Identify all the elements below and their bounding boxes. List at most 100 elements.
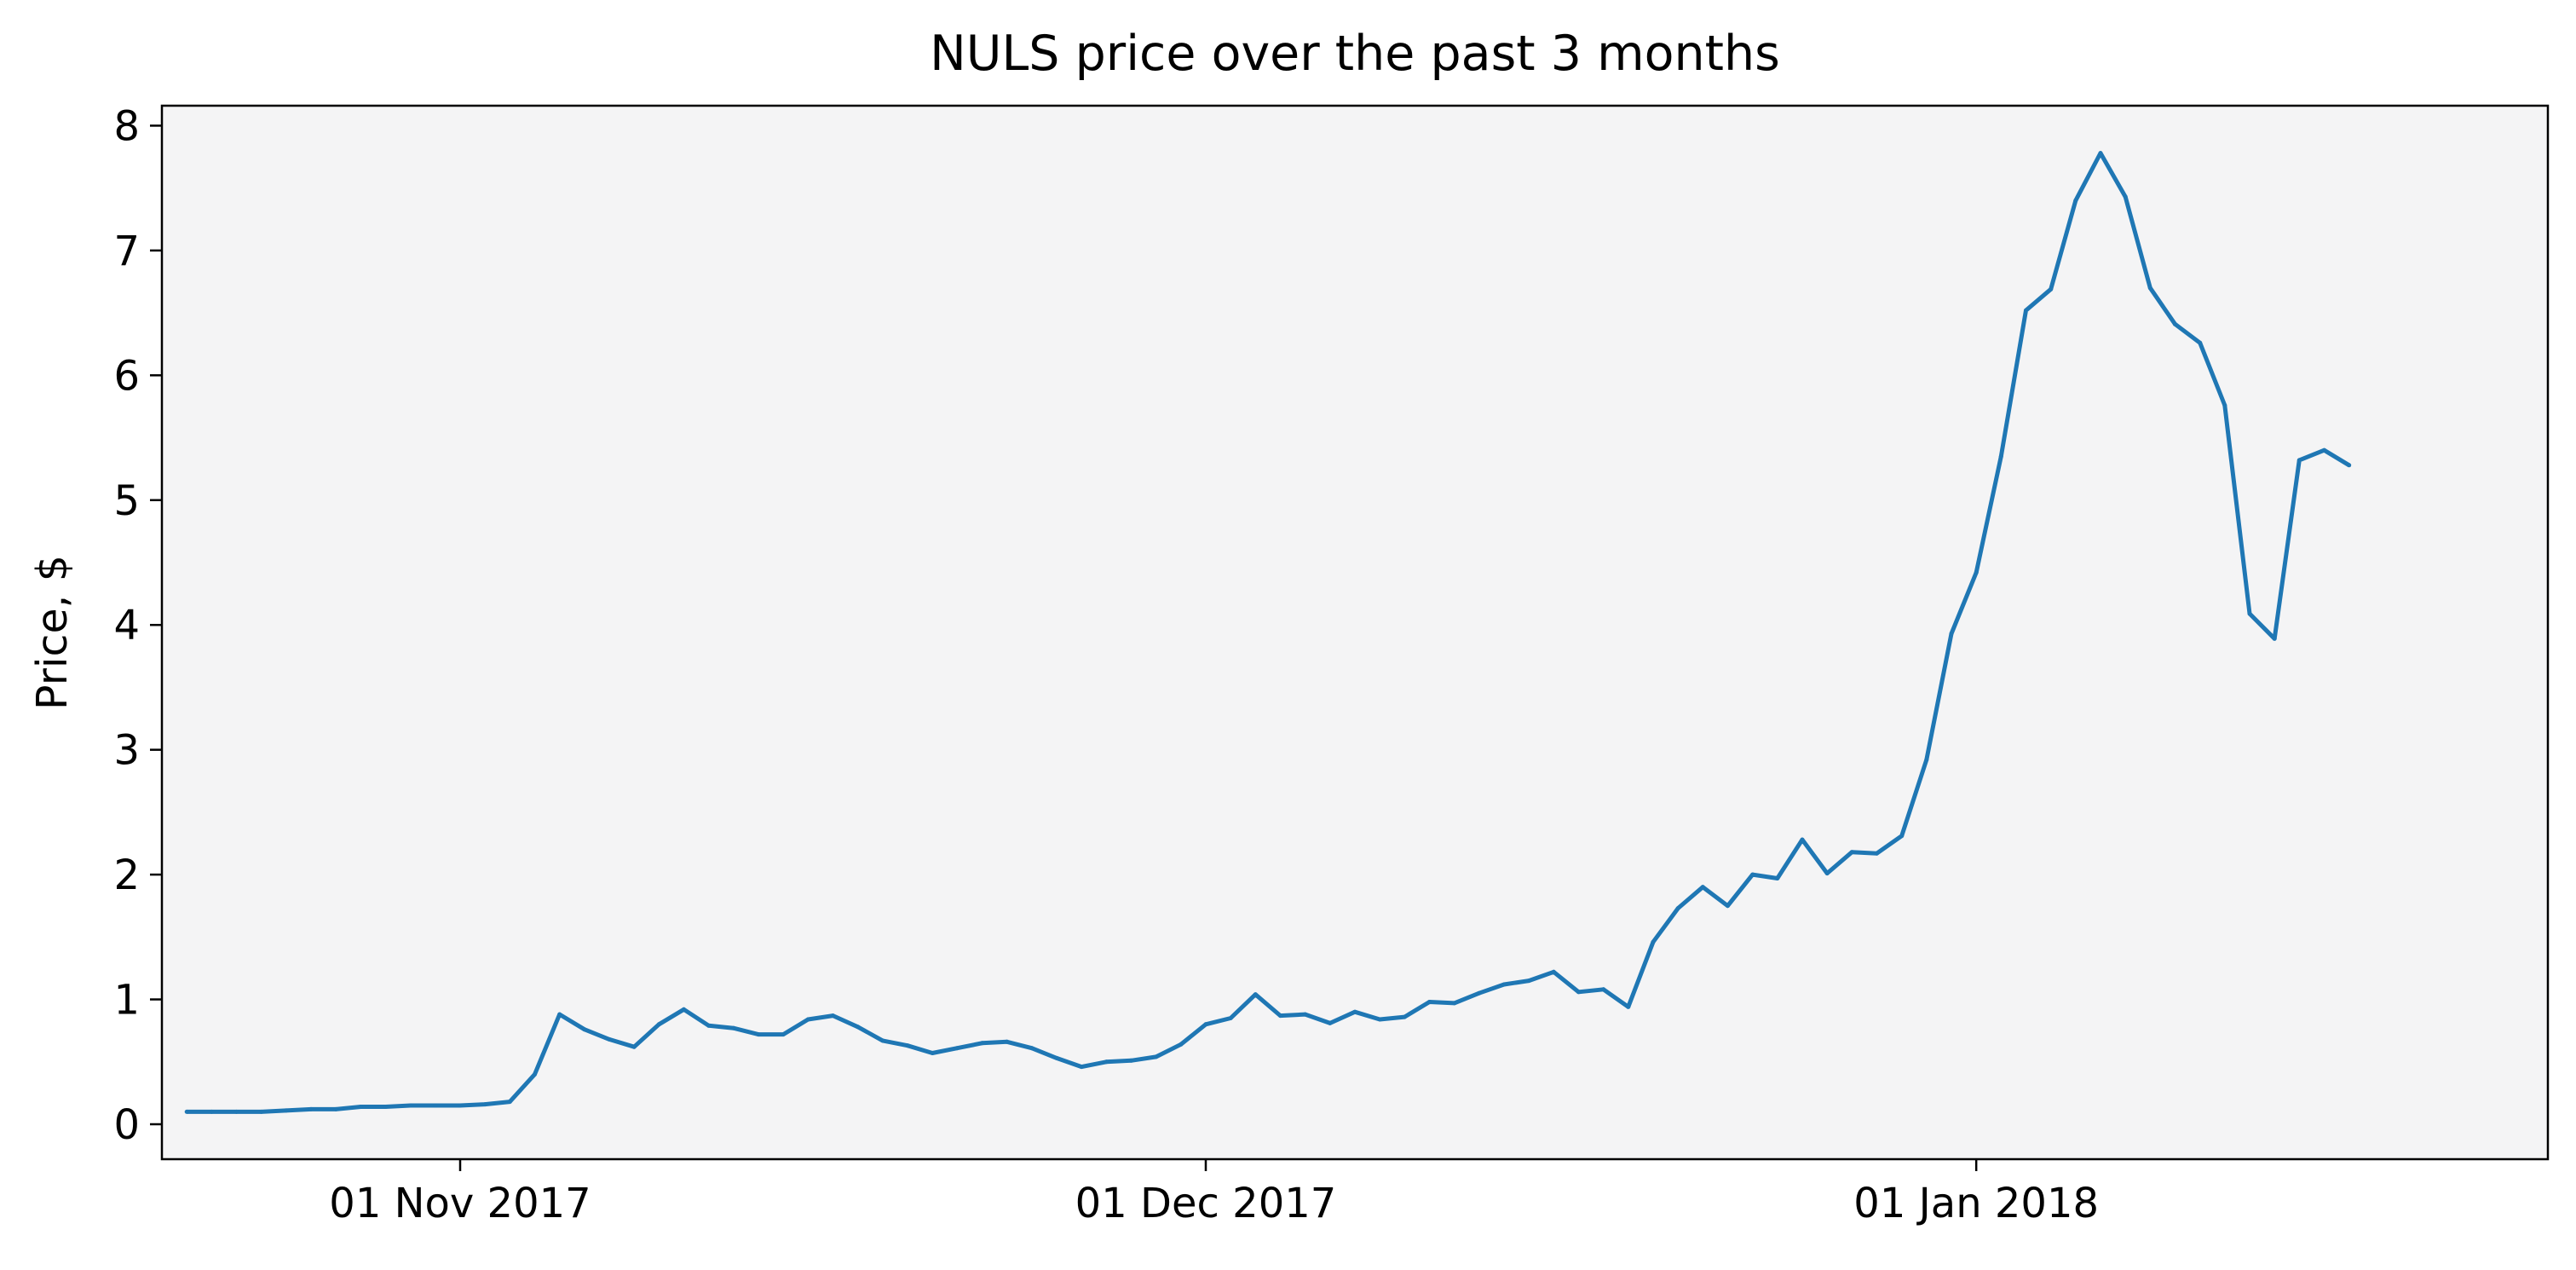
data-point: [1154, 1054, 1159, 1059]
data-point: [2098, 151, 2103, 156]
data-point: [1005, 1039, 1010, 1044]
data-point: [781, 1032, 786, 1037]
data-point: [706, 1023, 712, 1028]
data-point: [1576, 990, 1581, 995]
data-point: [1849, 850, 1854, 855]
data-point: [2297, 458, 2302, 463]
x-axis: 01 Nov 2017 01 Dec 2017 01 Jan 2018: [329, 1159, 2099, 1227]
x-tick-label: 01 Nov 2017: [329, 1180, 591, 1227]
data-point: [1551, 969, 1556, 974]
data-point: [1427, 1000, 1432, 1004]
data-point: [234, 1109, 239, 1114]
data-point: [756, 1032, 761, 1037]
y-tick-label: 7: [113, 228, 140, 275]
data-point: [209, 1109, 214, 1114]
data-point: [1179, 1042, 1184, 1047]
x-tick-label: 01 Dec 2017: [1075, 1180, 1337, 1227]
data-point: [433, 1103, 438, 1108]
data-point: [1079, 1065, 1084, 1070]
data-point: [2123, 194, 2128, 199]
data-point: [507, 1100, 512, 1105]
data-point: [1303, 1012, 1308, 1017]
data-point: [408, 1103, 413, 1108]
y-tick-label: 5: [113, 477, 140, 525]
y-tick-label: 4: [113, 602, 140, 649]
data-point: [1924, 757, 1929, 762]
data-point: [333, 1106, 338, 1111]
data-point: [2173, 321, 2177, 326]
data-point: [930, 1051, 935, 1055]
data-point: [2272, 636, 2277, 641]
data-point: [1949, 632, 1954, 636]
y-tick-label: 0: [113, 1101, 140, 1149]
data-point: [880, 1038, 885, 1043]
data-point: [905, 1043, 910, 1048]
data-point: [1875, 851, 1879, 856]
data-point: [682, 1007, 686, 1012]
data-point: [1477, 990, 1482, 996]
plot-area-background: [162, 106, 2548, 1159]
data-point: [1029, 1046, 1034, 1051]
data-point: [2322, 447, 2326, 453]
data-point: [656, 1022, 661, 1027]
data-point: [1700, 885, 1705, 890]
data-point: [259, 1109, 264, 1114]
data-point: [731, 1025, 736, 1030]
data-point: [631, 1044, 637, 1049]
data-point: [1203, 1022, 1208, 1027]
data-point: [1974, 570, 1979, 575]
data-point: [1675, 906, 1680, 911]
data-point: [2198, 340, 2203, 345]
data-point: [1601, 987, 1606, 992]
data-point: [383, 1105, 388, 1109]
data-point: [557, 1012, 562, 1017]
data-point: [2347, 463, 2352, 468]
data-point: [1800, 837, 1805, 842]
data-point: [2073, 198, 2078, 203]
plot-area-frame: [160, 104, 2550, 1161]
data-point: [1452, 1001, 1457, 1006]
data-point: [831, 1013, 835, 1019]
y-tick-label: 6: [113, 352, 140, 400]
data-point: [980, 1041, 984, 1046]
data-point: [184, 1109, 189, 1114]
data-point: [482, 1102, 487, 1107]
data-point: [1129, 1058, 1133, 1063]
data-point: [1501, 982, 1507, 987]
data-point: [1750, 872, 1755, 877]
data-point: [1626, 1004, 1631, 1009]
y-axis: 0 1 2 3 4 5 6 7 8: [113, 102, 162, 1149]
data-point: [533, 1071, 537, 1077]
data-point: [1526, 978, 1531, 984]
data-point: [2247, 611, 2252, 616]
data-point: [1054, 1055, 1059, 1060]
data-point: [1824, 871, 1830, 876]
data-point: [1228, 1016, 1233, 1020]
data-point: [1726, 903, 1730, 909]
y-tick-label: 2: [113, 851, 140, 899]
data-point: [607, 1036, 612, 1042]
data-point: [2147, 286, 2152, 291]
y-tick-label: 1: [113, 977, 140, 1025]
data-point: [1402, 1014, 1407, 1019]
series-layer: [184, 151, 2352, 1114]
data-point: [2049, 286, 2054, 292]
data-point: [1352, 1009, 1357, 1014]
data-point: [1775, 876, 1780, 880]
data-point: [2024, 308, 2028, 313]
y-tick-label: 8: [113, 102, 140, 150]
data-point: [1377, 1017, 1382, 1022]
data-point: [1998, 454, 2003, 459]
data-point: [1278, 1013, 1282, 1019]
data-point: [954, 1046, 960, 1051]
data-point: [358, 1105, 363, 1109]
x-tick-label: 01 Jan 2018: [1853, 1180, 2099, 1227]
data-point: [2222, 403, 2227, 407]
data-point: [308, 1106, 314, 1111]
y-axis-label: Price, $: [28, 555, 77, 710]
data-point: [1253, 992, 1258, 997]
data-point: [805, 1017, 810, 1022]
data-point: [1899, 834, 1905, 839]
data-point: [582, 1027, 587, 1032]
